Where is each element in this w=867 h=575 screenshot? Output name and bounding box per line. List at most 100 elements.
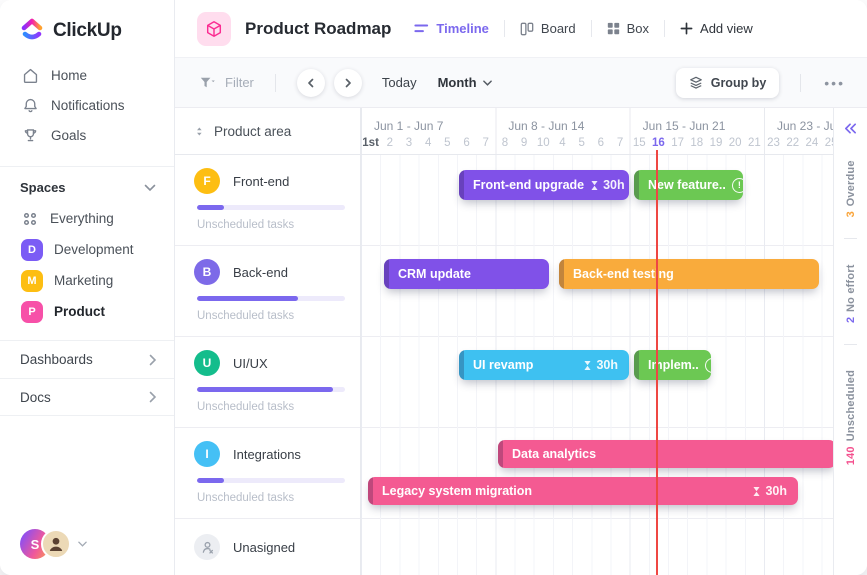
grid-dots-icon [21, 210, 39, 228]
day-label: 2 [386, 137, 393, 149]
week-labels: Jun 1 - Jun 7 Jun 8 - Jun 14 Jun 15 - Ju… [361, 108, 833, 133]
unscheduled-tasks-label[interactable]: Unscheduled tasks [197, 492, 295, 504]
day-label-today: 16 [652, 137, 665, 149]
task-bar-ui-revamp[interactable]: UI revamp 30h [459, 350, 629, 380]
day-label: 7 [616, 137, 624, 149]
sidebar-item-everything[interactable]: Everything [0, 203, 174, 234]
rail-badge-no-effort[interactable]: 2 No effort [845, 264, 857, 323]
sidebar-nav: Home Notifications Goals [0, 60, 174, 150]
day-label: 6 [463, 137, 470, 149]
task-label: Data analytics [512, 447, 597, 461]
task-bar-implem[interactable]: Implem.. ! [634, 350, 711, 380]
task-bar-crm-update[interactable]: CRM update [384, 259, 549, 289]
hourglass-icon [591, 180, 598, 190]
sidebar-item-development[interactable]: D Development [0, 234, 174, 265]
task-duration: 30h [752, 484, 787, 498]
prev-period-button[interactable] [296, 68, 325, 97]
group-header[interactable]: F Front-end [175, 155, 833, 194]
sidebar-item-home[interactable]: Home [0, 60, 174, 90]
sidebar-links: Dashboards Docs [0, 340, 174, 416]
task-bar-data-analytics[interactable]: Data analytics [498, 440, 833, 468]
day-label: 18 [690, 137, 704, 149]
space-avatar-development: D [21, 238, 43, 261]
group-header[interactable]: I Integrations [175, 428, 833, 467]
rail-badge-overdue[interactable]: 3 Overdue [845, 160, 857, 217]
collapse-panel-icon[interactable] [843, 122, 858, 135]
task-label: New feature.. [648, 178, 726, 192]
range-select[interactable]: Month [438, 75, 492, 90]
sidebar-item-goals[interactable]: Goals [0, 120, 174, 150]
group-header[interactable]: Unasigned [175, 519, 833, 560]
tab-timeline[interactable]: Timeline [399, 17, 504, 41]
chevron-down-icon[interactable] [78, 541, 87, 547]
today-button[interactable]: Today [381, 75, 417, 90]
divider [590, 20, 592, 37]
column-header-product-area[interactable]: Product area [175, 108, 360, 155]
spaces-header[interactable]: Spaces [0, 166, 174, 203]
group-header[interactable]: B Back-end [175, 246, 833, 285]
sidebar-item-docs[interactable]: Docs [0, 378, 174, 416]
task-bar-front-end-upgrade[interactable]: Front-end upgrade 30h [459, 170, 629, 200]
sidebar-link-label: Dashboards [20, 352, 93, 367]
group-avatar: I [194, 441, 220, 467]
overdue-count: 3 [844, 211, 857, 218]
day-label: 24 [805, 137, 819, 149]
progress-bar [197, 296, 345, 301]
alert-icon: ! [704, 357, 711, 373]
timeline-grid: Jun 1 - Jun 7 Jun 8 - Jun 14 Jun 15 - Ju… [360, 108, 833, 575]
avatar[interactable] [41, 529, 71, 559]
rail-badge-unscheduled[interactable]: 140 Unscheduled [845, 370, 857, 465]
timeline-header: Jun 1 - Jun 7 Jun 8 - Jun 14 Jun 15 - Ju… [361, 108, 833, 155]
group-header[interactable]: U UI/UX [175, 337, 833, 376]
sidebar-item-marketing[interactable]: M Marketing [0, 265, 174, 296]
right-rail: 3 Overdue 2 No effort 140 Unscheduled [833, 108, 867, 575]
sidebar-item-product[interactable]: P Product [0, 296, 174, 327]
unscheduled-tasks-label[interactable]: Unscheduled tasks [197, 219, 295, 231]
sidebar-item-label: Notifications [51, 97, 125, 113]
unscheduled-count: 140 [844, 446, 857, 466]
chevron-right-icon [149, 391, 157, 403]
column-header-label: Product area [214, 123, 292, 139]
tab-label: Board [540, 21, 576, 36]
divider [800, 73, 802, 92]
filter-button[interactable]: Filter [200, 75, 254, 90]
progress-bar [197, 387, 345, 392]
unscheduled-tasks-label[interactable]: Unscheduled tasks [197, 310, 295, 322]
clickup-logo[interactable]: ClickUp [0, 0, 174, 60]
task-label: Front-end upgrade [473, 178, 585, 192]
task-bar-back-end-testing[interactable]: Back-end testing [559, 259, 819, 289]
toolbar-right: Group by ••• [675, 67, 847, 98]
divider [844, 344, 857, 346]
sidebar-item-notifications[interactable]: Notifications [0, 90, 174, 120]
sidebar-item-dashboards[interactable]: Dashboards [0, 340, 174, 378]
day-label: 25 [824, 137, 833, 149]
day-numbers: 1st 2 3 4 5 6 7 8 9 10 4 5 6 7 15 16 17 [361, 133, 833, 153]
spaces-title: Spaces [20, 180, 66, 195]
more-options-button[interactable]: ••• [824, 74, 845, 91]
filter-funnel-icon [200, 76, 216, 89]
space-avatar-marketing: M [21, 269, 43, 292]
unassigned-user-icon [194, 534, 220, 560]
task-bar-legacy-system-migration[interactable]: Legacy system migration 30h [368, 477, 798, 505]
roadmap-cube-icon[interactable] [197, 11, 231, 46]
group-avatar: B [194, 259, 220, 285]
board-icon [520, 22, 534, 36]
add-view-button[interactable]: Add view [665, 17, 768, 41]
divider [274, 73, 276, 92]
tab-board[interactable]: Board [505, 17, 591, 41]
tab-box[interactable]: Box [592, 17, 664, 41]
unscheduled-label: Unscheduled [844, 370, 857, 442]
trophy-icon [22, 127, 39, 144]
group-by-button[interactable]: Group by [675, 67, 780, 98]
day-label: 19 [709, 137, 723, 149]
day-label: 1st [362, 137, 379, 149]
task-bar-new-feature[interactable]: New feature.. ! [634, 170, 743, 200]
box-grid-icon [607, 22, 620, 35]
divider [664, 20, 666, 37]
clickup-logo-icon [20, 17, 44, 44]
unscheduled-tasks-label[interactable]: Unscheduled tasks [197, 401, 295, 413]
progress-fill [197, 387, 334, 392]
next-period-button[interactable] [333, 68, 362, 97]
space-label: Development [54, 242, 134, 257]
caret-down-icon [482, 79, 492, 86]
